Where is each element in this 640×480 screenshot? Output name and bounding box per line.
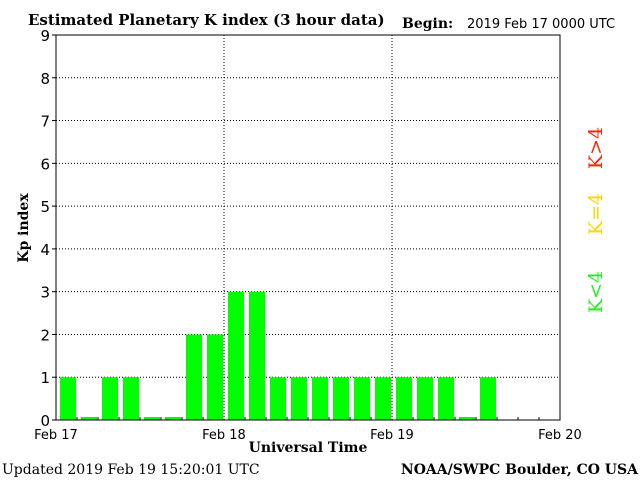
kp-bar bbox=[207, 334, 223, 420]
y-tick-label: 2 bbox=[40, 326, 50, 344]
plot-frame bbox=[55, 34, 561, 421]
footer-credit: NOAA/SWPC Boulder, CO USA bbox=[401, 462, 639, 478]
kp-bar bbox=[249, 291, 265, 420]
y-tick-label: 4 bbox=[40, 241, 50, 259]
y-tick-label: 6 bbox=[40, 155, 50, 173]
x-tick-label: Feb 18 bbox=[202, 428, 246, 443]
kp-bar bbox=[396, 377, 412, 420]
x-tick-label: Feb 20 bbox=[538, 428, 582, 443]
kp-bar bbox=[333, 377, 349, 420]
y-tick-label: 5 bbox=[40, 198, 50, 216]
kp-bar bbox=[354, 377, 370, 420]
y-tick-label: 0 bbox=[40, 412, 50, 430]
begin-value: 2019 Feb 17 0000 UTC bbox=[467, 17, 615, 32]
kp-bar bbox=[186, 334, 202, 420]
chart-title: Estimated Planetary K index (3 hour data… bbox=[28, 11, 385, 29]
legend-item: K<4 bbox=[585, 271, 607, 313]
x-tick-label: Feb 19 bbox=[370, 428, 414, 443]
y-tick-label: 7 bbox=[40, 113, 50, 131]
kp-bar bbox=[165, 417, 181, 420]
kp-bar bbox=[291, 377, 307, 420]
kp-bar bbox=[123, 377, 139, 420]
legend-item: K>4 bbox=[585, 127, 607, 169]
y-tick-label: 1 bbox=[40, 369, 50, 387]
legend: K<4 K=4 K>4 bbox=[585, 127, 607, 313]
kp-bar bbox=[375, 377, 391, 420]
kp-bar bbox=[459, 417, 475, 420]
kp-bar bbox=[417, 377, 433, 420]
kp-bar bbox=[144, 417, 160, 420]
legend-item: K=4 bbox=[585, 193, 607, 235]
x-tick-label: Feb 17 bbox=[34, 428, 78, 443]
footer-updated: Updated 2019 Feb 19 15:20:01 UTC bbox=[2, 462, 260, 478]
kp-bar bbox=[102, 377, 118, 420]
kp-bar bbox=[312, 377, 328, 420]
kp-bar bbox=[480, 377, 496, 420]
y-ticks: 0 1 2 3 4 5 6 7 8 9 bbox=[40, 27, 56, 430]
kp-bar bbox=[270, 377, 286, 420]
grid-lines bbox=[56, 35, 560, 420]
y-tick-label: 8 bbox=[40, 70, 50, 88]
bars bbox=[60, 291, 496, 420]
x-ticks: Feb 17 Feb 18 Feb 19 Feb 20 bbox=[34, 417, 582, 443]
y-tick-label: 3 bbox=[40, 284, 50, 302]
y-tick-label: 9 bbox=[40, 27, 50, 45]
kp-bar bbox=[60, 377, 76, 420]
begin-label: Begin: bbox=[402, 16, 453, 32]
kp-bar bbox=[438, 377, 454, 420]
y-axis-label: Kp index bbox=[16, 193, 32, 263]
kp-bar bbox=[81, 417, 97, 420]
kp-bar bbox=[228, 291, 244, 420]
x-axis-label: Universal Time bbox=[249, 440, 368, 456]
